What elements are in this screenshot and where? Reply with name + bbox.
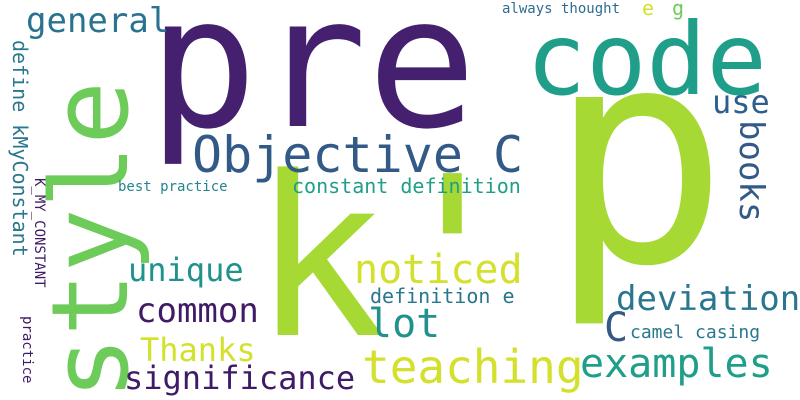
word-p: p xyxy=(548,0,729,332)
word-thanks: Thanks xyxy=(140,331,256,369)
word-use: use xyxy=(712,83,770,121)
word-practice: practice xyxy=(19,316,35,384)
word-constant-definition: constant definition xyxy=(292,174,521,198)
word-examples: examples xyxy=(580,341,773,387)
word-best-practice: best practice xyxy=(118,179,228,195)
word-definition-e: definition e xyxy=(370,284,515,308)
word-objective-c: Objective C xyxy=(192,126,524,184)
word-code: code xyxy=(526,1,767,118)
word-teaching: teaching xyxy=(362,340,584,394)
word-deviation: deviation xyxy=(616,279,800,319)
word-always-thought: always thought xyxy=(502,1,621,17)
word-pre: pre xyxy=(148,0,477,169)
word-books: books xyxy=(731,120,771,223)
word-significance: significance xyxy=(124,359,356,397)
word-c: C xyxy=(604,305,629,351)
word-lot: lot xyxy=(368,301,441,347)
word-e: e xyxy=(642,0,655,20)
word-define-kmyconstant: define kMyConstant xyxy=(8,40,32,257)
word-camel-casing: camel casing xyxy=(630,322,761,343)
word-k-my-constant: K_MY_CONSTANT xyxy=(31,178,47,288)
word-k-prime: k' xyxy=(252,130,520,388)
word-common: common xyxy=(136,291,259,331)
word-g: g xyxy=(672,0,685,20)
word-general: general xyxy=(26,1,170,41)
word-unique: unique xyxy=(128,251,244,289)
word-style: style xyxy=(29,80,152,400)
word-noticed: noticed xyxy=(354,247,523,293)
